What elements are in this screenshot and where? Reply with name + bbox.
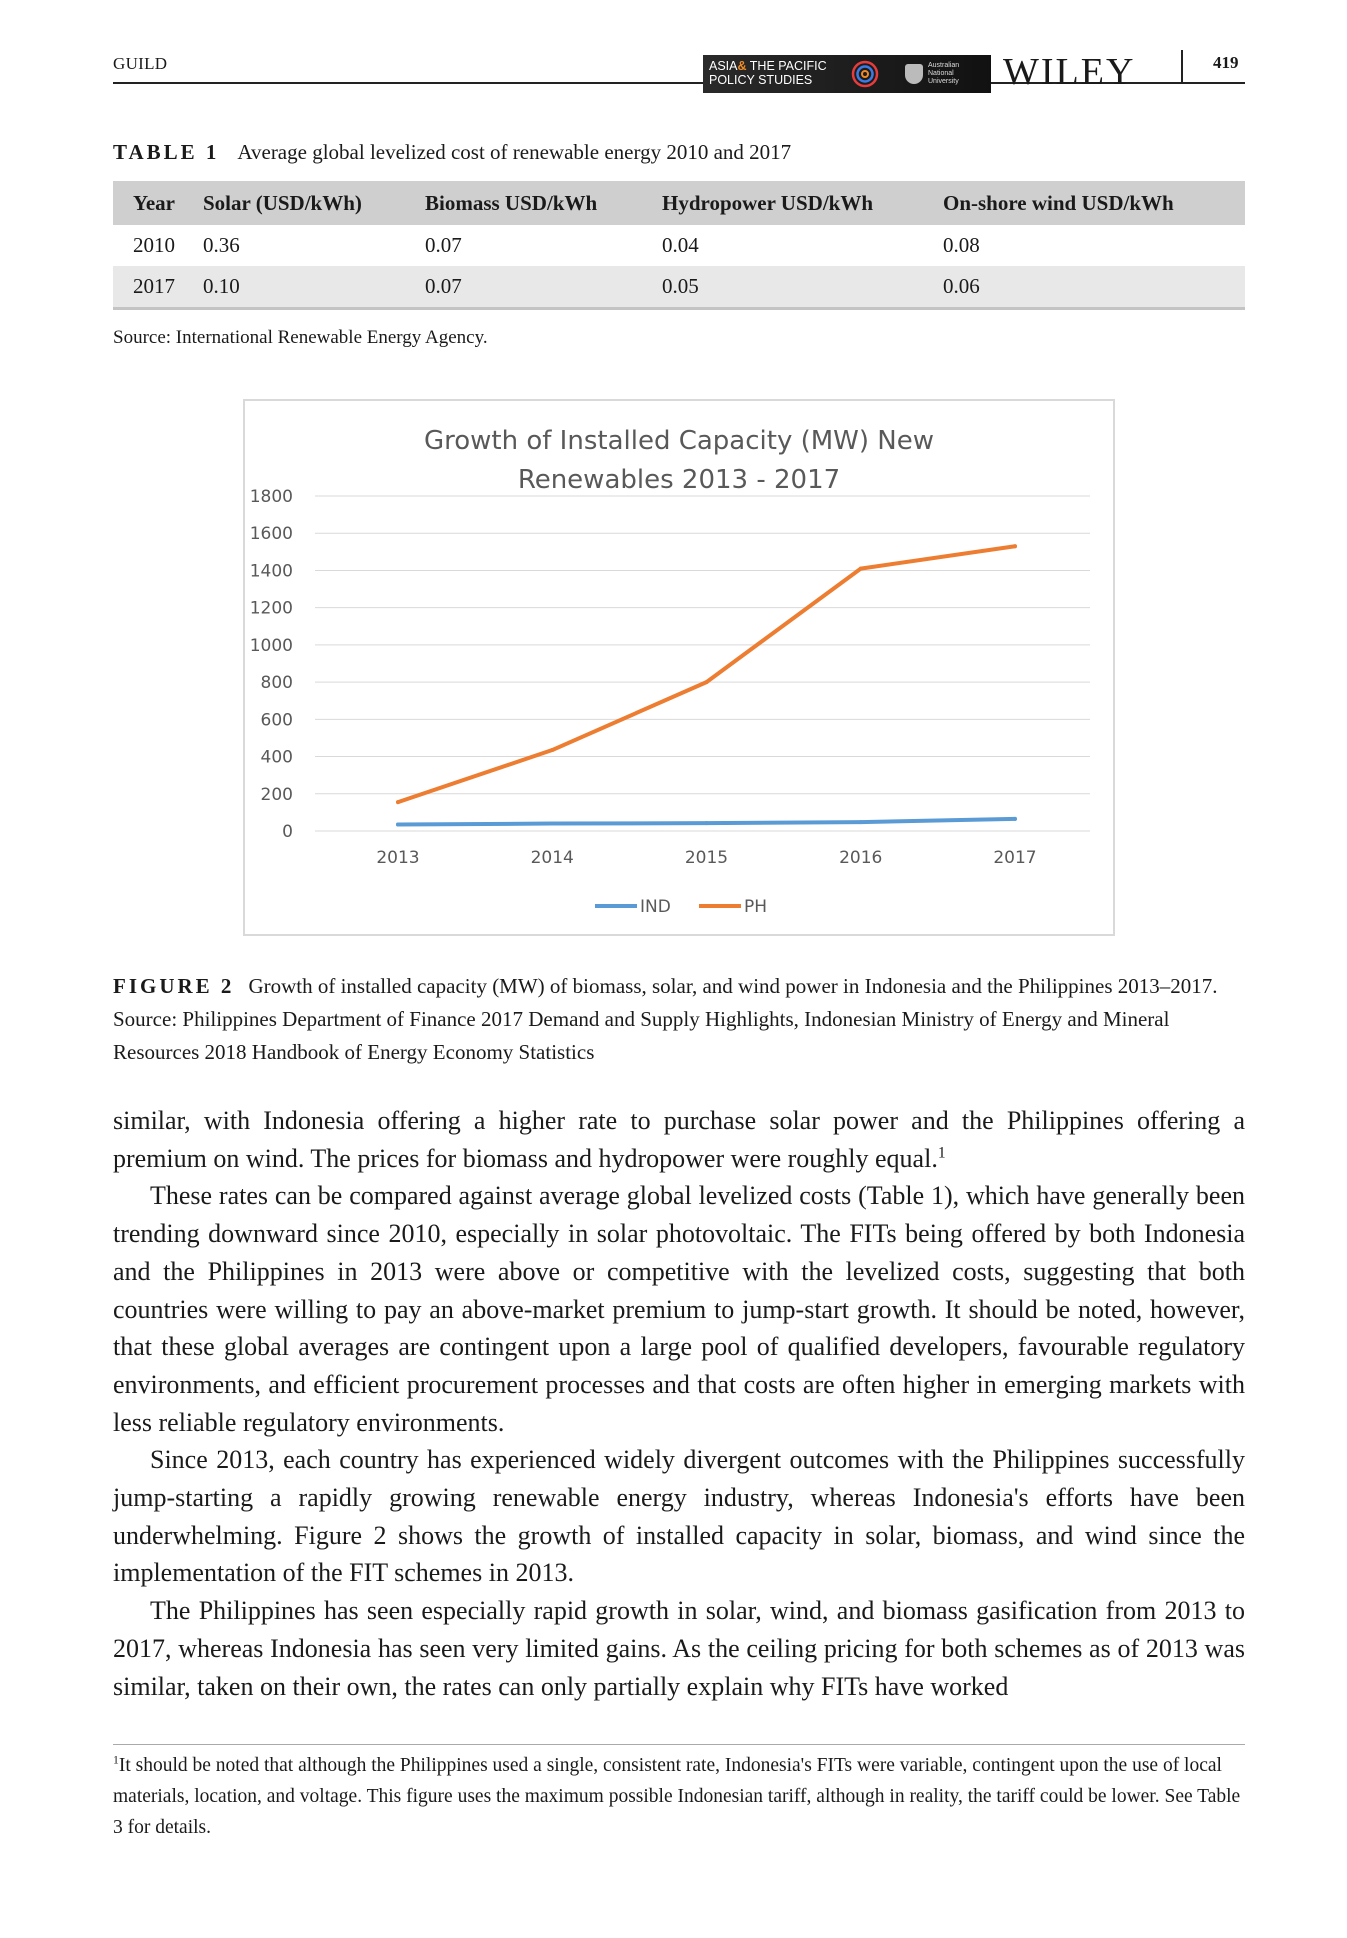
paragraph: Since 2013, each country has experienced… <box>113 1445 1245 1588</box>
table-caption: TABLE 1 Average global levelized cost of … <box>113 140 791 165</box>
column-header: On-shore wind USD/kWh <box>943 181 1245 225</box>
body-text: similar, with Indonesia offering a highe… <box>113 1102 1245 1705</box>
journal-logo-icon <box>851 60 879 88</box>
y-tick-label: 400 <box>261 748 293 768</box>
journal-banner: ASIA& THE PACIFIC POLICY STUDIES Austral… <box>703 55 991 93</box>
column-header: Year <box>113 181 203 225</box>
data-point-ph <box>858 566 863 571</box>
capacity-chart: Growth of Installed Capacity (MW) New Ren… <box>243 399 1115 936</box>
header-rule-right <box>991 82 1245 84</box>
y-tick-label: 0 <box>282 822 293 842</box>
chart-title-line: Renewables 2013 - 2017 <box>518 465 840 495</box>
column-header: Solar (USD/kWh) <box>203 181 425 225</box>
figure-caption-text: Growth of installed capacity (MW) of bio… <box>113 974 1218 1064</box>
footnote-rule <box>113 1744 1245 1745</box>
y-tick-label: 1200 <box>250 599 293 619</box>
data-point-ind <box>396 822 400 827</box>
page-number: 419 <box>1213 53 1239 72</box>
y-tick-label: 1600 <box>250 524 293 544</box>
university-name: Australian National University <box>928 62 960 85</box>
table-cell: 0.04 <box>662 233 699 257</box>
table-cell: 0.06 <box>943 266 1245 310</box>
header-rule <box>113 82 703 84</box>
data-point-ph <box>704 680 709 685</box>
table-cell: 0.07 <box>425 266 662 310</box>
x-tick-label: 2015 <box>685 848 728 868</box>
levelized-cost-table: Year Solar (USD/kWh) Biomass USD/kWh Hyd… <box>113 181 1245 310</box>
table-cell: 0.36 <box>203 233 240 257</box>
journal-name-line1: ASIA& THE PACIFIC <box>709 59 827 73</box>
data-point-ind <box>858 820 863 825</box>
table-cell: 2017 <box>113 266 203 310</box>
column-header: Biomass USD/kWh <box>425 181 662 225</box>
journal-name-line2: POLICY STUDIES <box>709 73 813 87</box>
y-tick-label: 600 <box>261 710 293 730</box>
paragraph: These rates can be compared against aver… <box>113 1181 1245 1437</box>
x-tick-label: 2017 <box>993 848 1036 868</box>
table-cell: 0.07 <box>425 233 462 257</box>
x-tick-label: 2014 <box>531 848 574 868</box>
data-point-ind <box>550 821 555 826</box>
paragraph: similar, with Indonesia offering a highe… <box>113 1106 1245 1173</box>
column-header: Hydropower USD/kWh <box>662 181 943 225</box>
table-cell: 0.05 <box>662 266 943 310</box>
x-tick-label: 2013 <box>376 848 419 868</box>
table-title: Average global levelized cost of renewab… <box>237 140 792 164</box>
chart-title-line: Growth of Installed Capacity (MW) New <box>424 426 934 456</box>
footnote-ref: 1 <box>937 1144 946 1162</box>
legend-label: PH <box>744 897 767 917</box>
table-row: 2017 0.10 0.07 0.05 0.06 <box>113 266 1245 310</box>
series-line-ph <box>396 544 1017 805</box>
y-tick-label: 200 <box>261 785 293 805</box>
figure-label: FIGURE 2 <box>113 974 235 998</box>
footnote: 1It should be noted that although the Ph… <box>113 1750 1245 1843</box>
data-point-ind <box>704 821 709 826</box>
table-label: TABLE 1 <box>113 140 220 164</box>
footnote-mark: 1 <box>113 1753 119 1767</box>
anu-crest-icon <box>905 64 923 84</box>
y-tick-label: 1800 <box>250 487 293 507</box>
running-head: GUILD <box>113 54 168 73</box>
table-cell: 0.08 <box>943 233 980 257</box>
table-source: Source: International Renewable Energy A… <box>113 327 488 348</box>
data-point-ph <box>1013 544 1017 549</box>
paragraph: The Philippines has seen especially rapi… <box>113 1596 1245 1701</box>
figure-caption: FIGURE 2 Growth of installed capacity (MW… <box>113 970 1248 1069</box>
legend-label: IND <box>640 897 671 917</box>
x-tick-label: 2016 <box>839 848 882 868</box>
y-tick-label: 800 <box>261 673 293 693</box>
header-divider <box>1181 50 1183 84</box>
running-header: GUILD ASIA& THE PACIFIC POLICY STUDIES A… <box>113 50 1245 95</box>
table-cell: 0.10 <box>203 266 425 310</box>
data-point-ind <box>1013 816 1017 821</box>
y-tick-label: 1000 <box>250 636 293 656</box>
table-row: 2010 0.36 0.07 0.04 0.08 <box>113 225 1245 266</box>
table-header-row: Year Solar (USD/kWh) Biomass USD/kWh Hyd… <box>113 181 1245 225</box>
footnote-text: It should be noted that although the Phi… <box>113 1755 1241 1838</box>
publisher-logo: WILEY <box>1003 51 1136 93</box>
data-point-ph <box>550 748 555 753</box>
data-point-ph <box>396 800 400 805</box>
line-chart: Growth of Installed Capacity (MW) New Ren… <box>250 426 1090 917</box>
y-tick-label: 1400 <box>250 561 293 581</box>
table-cell: 2010 <box>133 233 175 257</box>
